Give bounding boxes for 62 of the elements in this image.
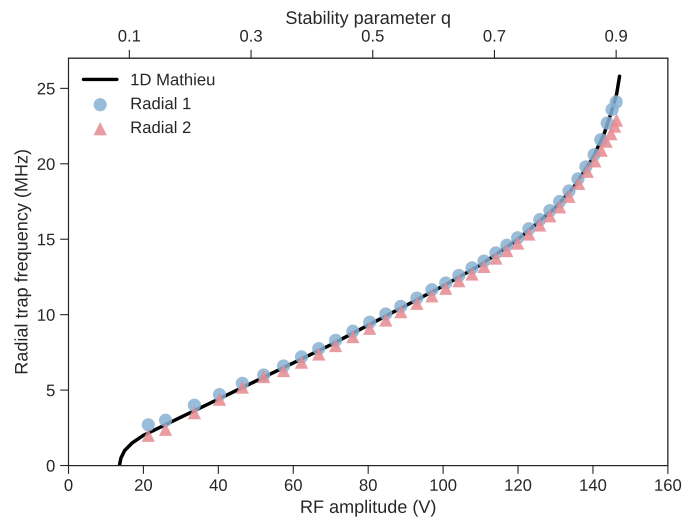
y-tick-label: 0: [46, 460, 55, 472]
point: [562, 190, 576, 203]
point: [142, 418, 155, 432]
point: [346, 330, 360, 344]
point: [394, 305, 408, 318]
point: [465, 267, 479, 281]
x-tick-label: 60: [284, 479, 302, 491]
x-tick-label: 100: [430, 479, 456, 491]
y-tick-label: 15: [38, 234, 55, 246]
point: [489, 251, 503, 265]
point: [477, 260, 491, 273]
x-tick-label: 160: [655, 479, 682, 491]
point: [610, 113, 624, 127]
y-tick-label: 25: [38, 82, 55, 95]
legend-label: 1D Mathieu: [131, 73, 214, 86]
point: [580, 164, 594, 178]
point: [425, 289, 438, 302]
point: [188, 406, 201, 420]
x-axis-title: RF amplitude (V): [301, 500, 436, 517]
point: [522, 227, 536, 241]
legend-label: Radial 1: [132, 97, 190, 110]
point: [572, 176, 586, 190]
point: [142, 428, 155, 442]
point: [543, 209, 556, 222]
point: [294, 356, 308, 369]
y-tick-label: 10: [38, 309, 55, 321]
x2-tick-label: 0.3: [240, 30, 262, 42]
point: [236, 380, 249, 394]
point: [363, 322, 376, 335]
x-tick-label: 40: [209, 479, 227, 491]
x2-tick-label: 0.9: [605, 30, 627, 42]
x-tick-label: 80: [360, 479, 377, 491]
point: [379, 313, 392, 327]
point: [158, 422, 172, 436]
x2-tick-label: 0.1: [118, 30, 140, 42]
point: [276, 364, 290, 378]
point: [610, 95, 623, 109]
y-axis-title: Radial trap frequency (MHz): [14, 150, 32, 374]
y-tick-label: 5: [46, 384, 55, 396]
point: [553, 200, 566, 214]
x2-tick-label: 0.7: [484, 30, 506, 42]
x-tick-label: 140: [580, 479, 606, 491]
x-tick-label: 0: [64, 479, 72, 491]
x2-axis-title: Stability parameter q: [286, 10, 450, 28]
point: [533, 218, 546, 232]
x-tick-label: 120: [505, 479, 532, 491]
point: [212, 392, 226, 406]
point: [158, 414, 172, 427]
legend-label: Radial 2: [132, 120, 190, 134]
point: [500, 244, 514, 258]
x-tick-label: 20: [134, 479, 152, 491]
point: [329, 338, 342, 352]
x2-tick-label: 0.5: [362, 30, 384, 42]
point: [410, 296, 424, 310]
point: [594, 144, 608, 157]
point: [511, 236, 524, 250]
y-tick-label: 20: [38, 158, 55, 170]
point: [312, 347, 326, 360]
point: [439, 282, 452, 295]
point: [588, 154, 602, 168]
point: [452, 274, 466, 288]
line-series: [118, 74, 622, 466]
